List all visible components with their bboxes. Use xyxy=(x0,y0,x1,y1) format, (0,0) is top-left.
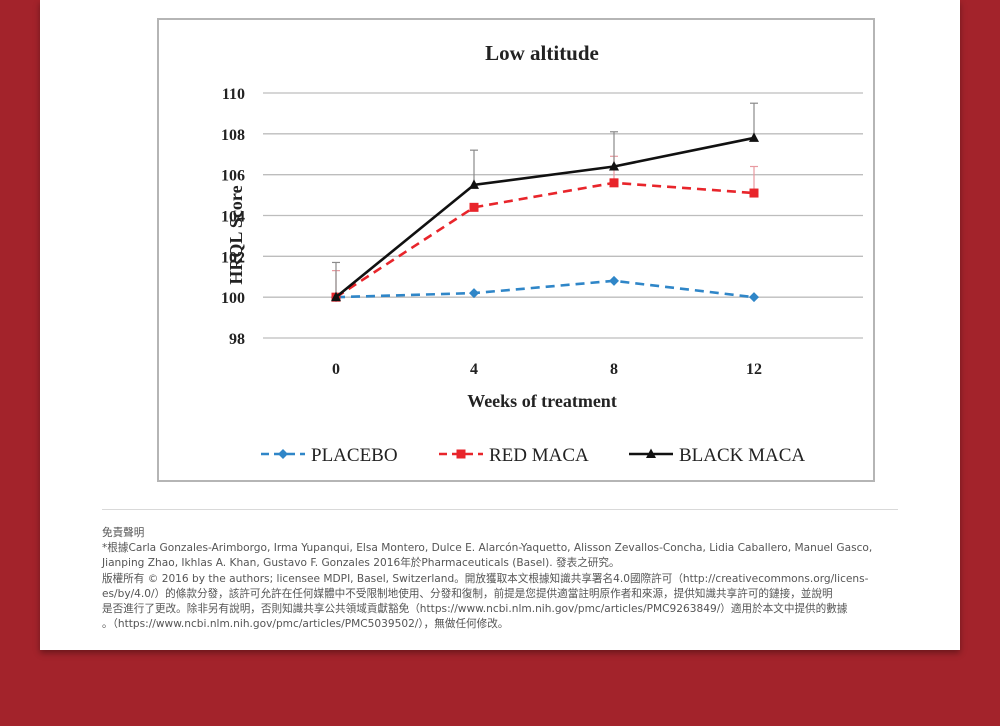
legend-label: PLACEBO xyxy=(311,445,398,466)
hrql-line-chart: Low altitude Weeks of treatment HRQL Sco… xyxy=(221,41,863,466)
disclaimer-line: 版權所有 © 2016 by the authors; licensee MDP… xyxy=(102,572,869,585)
y-tick-label: 106 xyxy=(221,168,245,185)
legend-item-black-maca: BLACK MACA xyxy=(629,445,805,466)
data-point-red-maca xyxy=(469,202,479,212)
y-tick-label: 102 xyxy=(221,249,245,266)
data-point-black-maca xyxy=(609,161,619,171)
divider xyxy=(102,509,898,510)
disclaimer-line: es/by/4.0/）的條款分發，該許可允許在任何媒體中不受限制地使用、分發和復… xyxy=(102,587,833,600)
data-point-black-maca xyxy=(331,291,341,302)
y-tick-label: 98 xyxy=(229,331,245,348)
x-tick-label: 4 xyxy=(470,361,478,378)
y-tick-label: 104 xyxy=(221,209,245,226)
x-tick-label: 0 xyxy=(332,361,340,378)
legend-item-red-maca: RED MACA xyxy=(439,445,589,466)
disclaimer-heading: 免責聲明 xyxy=(102,527,145,539)
chart-frame: Low altitude Weeks of treatment HRQL Sco… xyxy=(157,18,875,482)
y-tick-label: 108 xyxy=(221,127,245,144)
content-card: Low altitude Weeks of treatment HRQL Sco… xyxy=(40,0,960,650)
data-point-placebo xyxy=(609,275,619,286)
disclaimer: 免責聲明 *根據Carla Gonzales-Arimborgo, Irma Y… xyxy=(102,526,940,632)
y-tick-label: 100 xyxy=(221,290,245,307)
y-tick-label: 110 xyxy=(222,86,245,103)
data-point-black-maca xyxy=(469,179,479,189)
disclaimer-line: 。（https://www.ncbi.nlm.nih.gov/pmc/artic… xyxy=(102,618,509,631)
series-line-red-maca xyxy=(335,181,755,299)
y-axis-label: HRQL Score xyxy=(226,185,246,284)
data-point-placebo xyxy=(469,288,479,299)
legend-item-placebo: PLACEBO xyxy=(261,445,398,466)
x-tick-label: 12 xyxy=(746,361,762,378)
x-tick-label: 8 xyxy=(610,361,618,378)
x-axis-label: Weeks of treatment xyxy=(467,391,617,411)
data-point-red-maca xyxy=(749,188,759,198)
series-black-maca xyxy=(331,102,759,302)
legend-label: BLACK MACA xyxy=(679,445,805,466)
legend-label: RED MACA xyxy=(489,445,589,466)
series-line-placebo xyxy=(335,279,755,299)
data-point-red-maca xyxy=(609,178,619,188)
data-point-placebo xyxy=(749,292,759,303)
legend-marker xyxy=(646,448,656,458)
series-line-black-maca xyxy=(335,136,755,299)
legend-marker xyxy=(278,449,288,459)
disclaimer-line: 是否進行了更改。除非另有說明，否則知識共享公共領域貢獻豁免（https://ww… xyxy=(102,603,848,616)
disclaimer-line: *根據Carla Gonzales-Arimborgo, Irma Yupanq… xyxy=(102,542,873,555)
chart-title: Low altitude xyxy=(485,41,599,65)
legend-marker xyxy=(456,449,466,459)
series-red-maca xyxy=(331,155,759,302)
disclaimer-line: Jianping Zhao, Ikhlas A. Khan, Gustavo F… xyxy=(102,557,620,570)
series-placebo xyxy=(331,275,759,303)
data-point-black-maca xyxy=(749,132,759,142)
